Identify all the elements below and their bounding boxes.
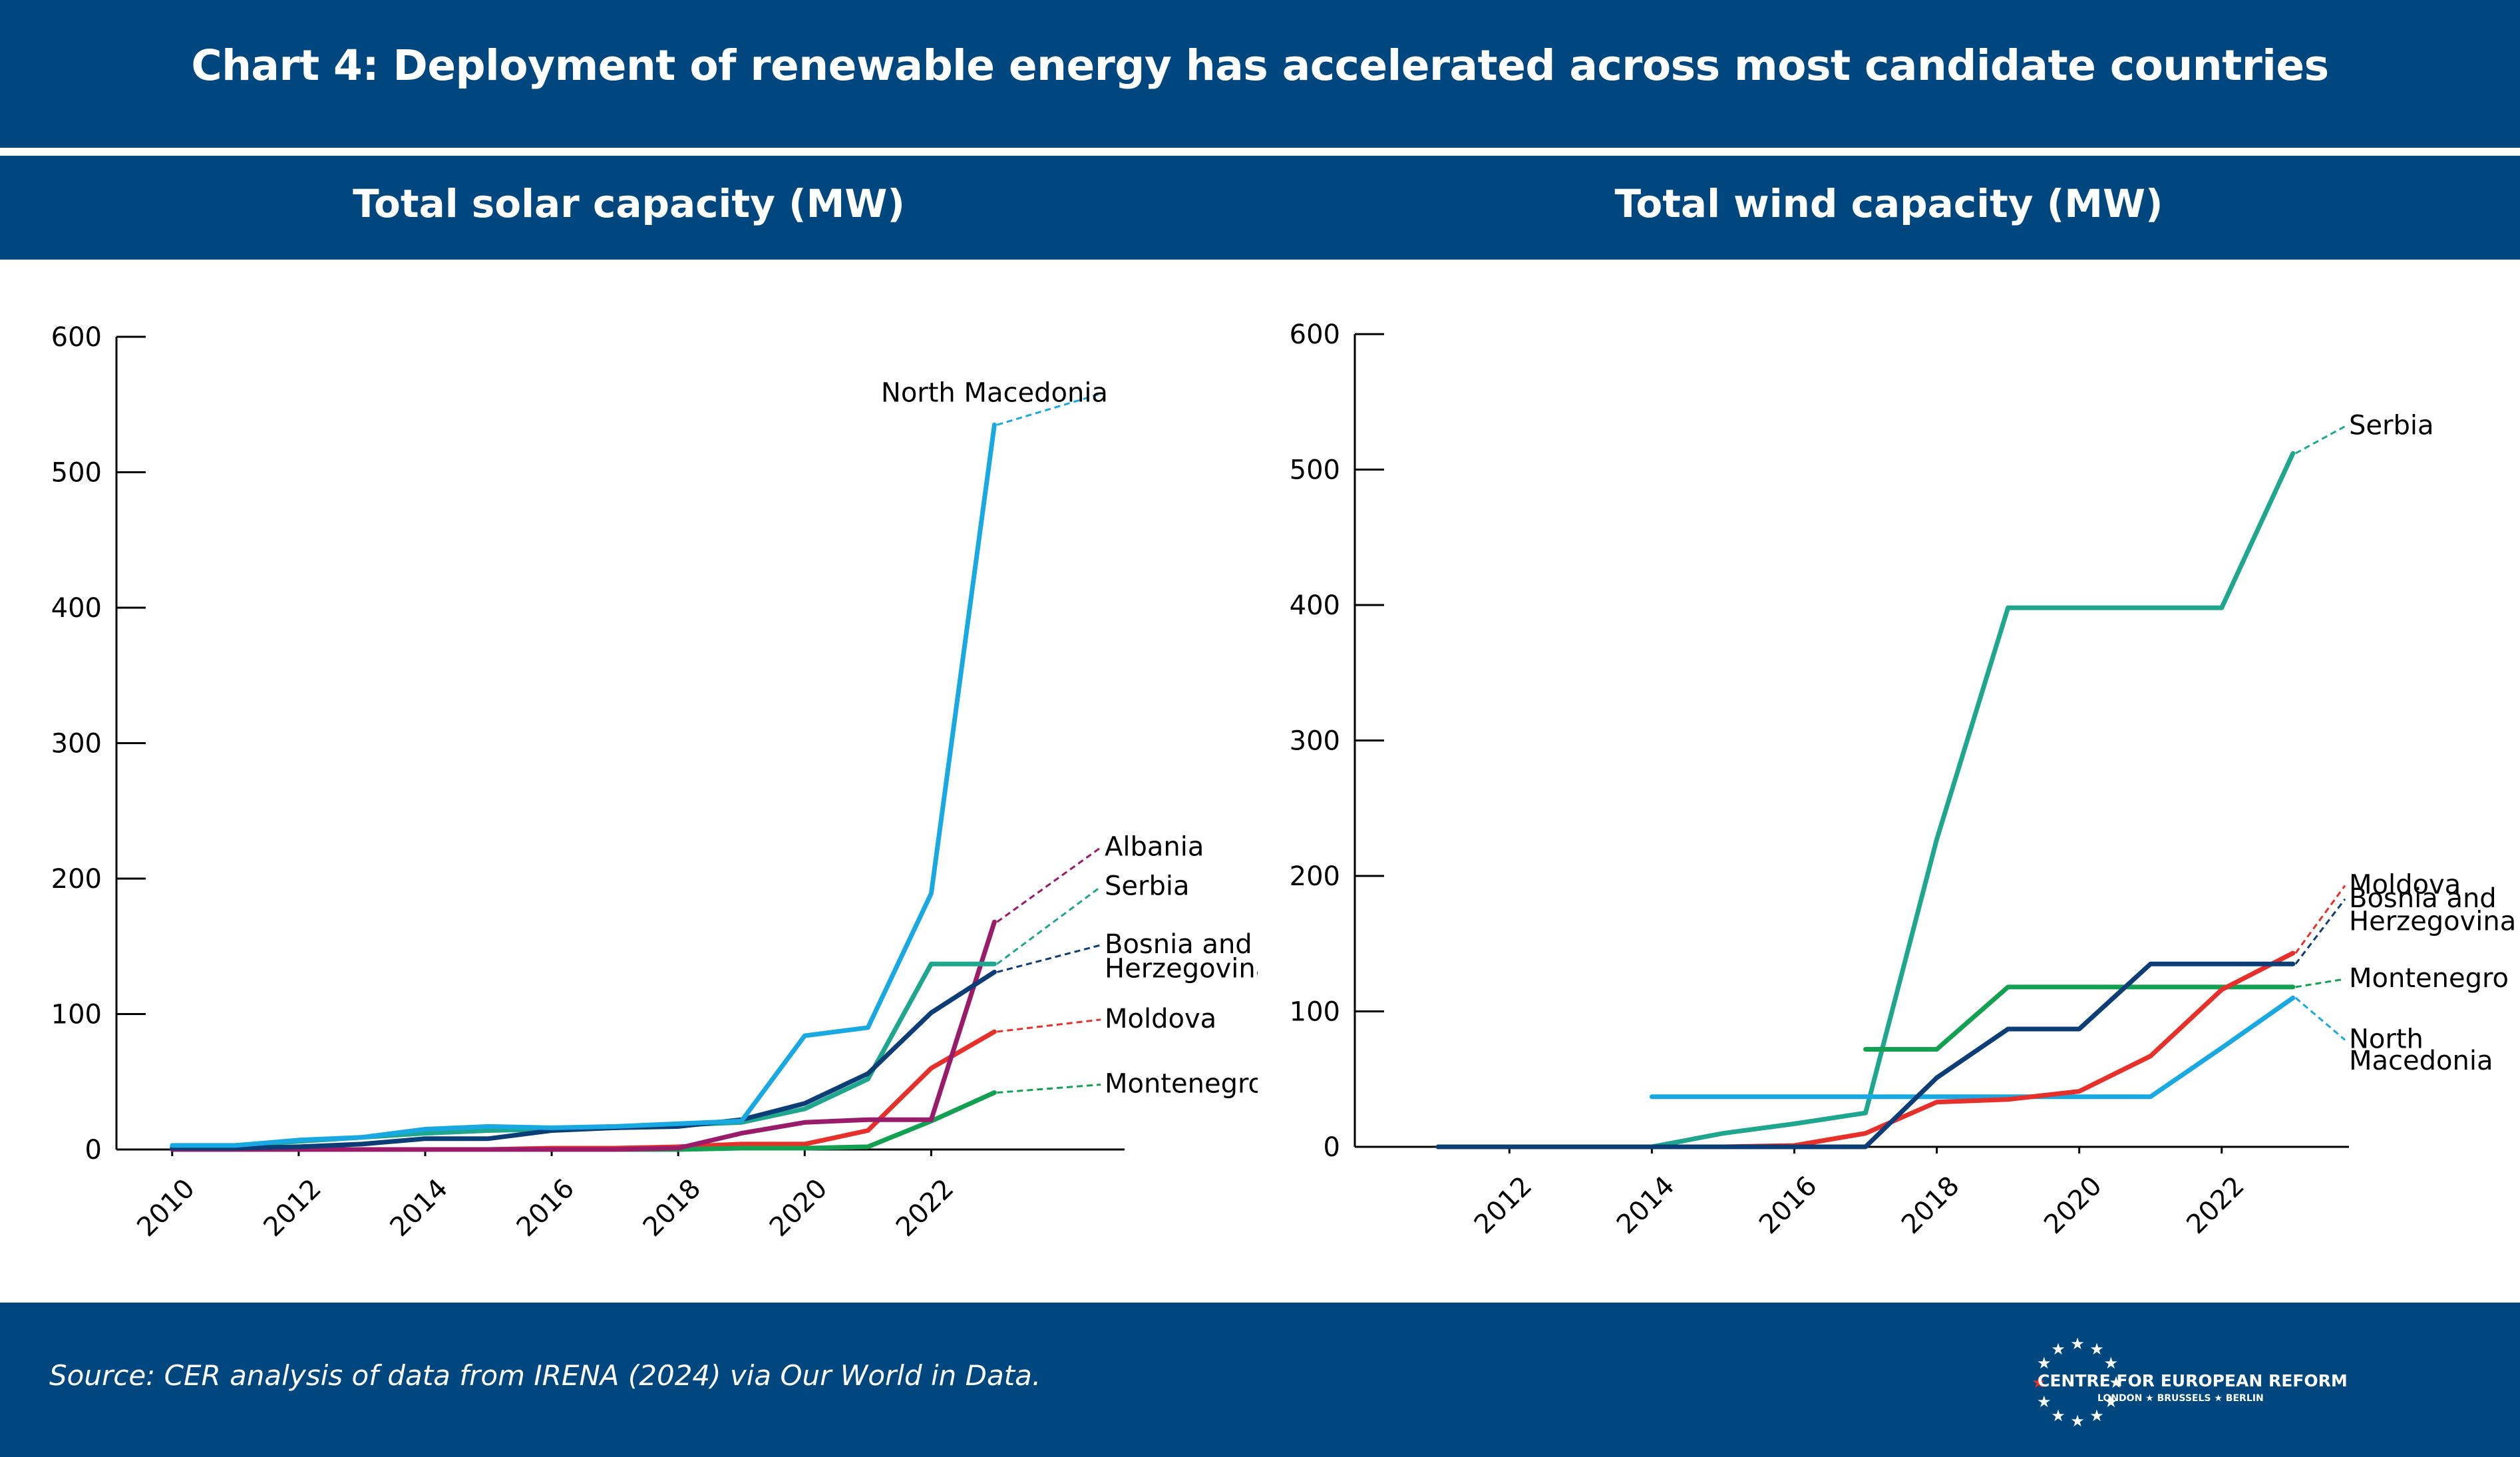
solar-leader-north-macedonia xyxy=(996,393,1101,426)
solar-label-albania: Albania xyxy=(1105,831,1204,862)
wind-y-tick-label: 0 xyxy=(1324,1132,1340,1163)
wind-label-montenegro: Montenegro xyxy=(2349,963,2509,994)
solar-x-tick-label: 2014 xyxy=(385,1173,454,1243)
wind-y-tick-label: 500 xyxy=(1290,455,1340,486)
solar-label-montenegro: Montenegro xyxy=(1105,1069,1258,1100)
solar-x-tick-label: 2020 xyxy=(764,1173,834,1243)
wind-label-north-macedonia: Macedonia xyxy=(2349,1046,2493,1076)
title-band: Chart 4: Deployment of renewable energy … xyxy=(0,0,2520,148)
solar-leader-moldova xyxy=(997,1018,1101,1033)
solar-chart: 0 100 200 300 400 500 600 2010 2012 2014 2016 2018 2… xyxy=(51,322,1258,1243)
solar-series-north-macedonia xyxy=(170,422,997,1148)
wind-series-montenegro xyxy=(1863,984,2296,1052)
cer-logo: ★ ★ ★ ★ ★ ★ ★ ★ ★ ★ ★ ★ CENTRE FOR EUROPEAN REFORM … xyxy=(2023,1329,2369,1436)
logo-star: ★ xyxy=(2032,1373,2046,1392)
wind-x-tick-label: 2022 xyxy=(2181,1171,2250,1241)
logo-star: ★ xyxy=(2109,1373,2123,1392)
solar-label-serbia: Serbia xyxy=(1105,871,1189,901)
solar-leader-albania xyxy=(996,847,1101,923)
logo-star: ★ xyxy=(2070,1335,2085,1353)
solar-x-tick-label: 2022 xyxy=(890,1173,960,1243)
wind-label-north-macedonia: North xyxy=(2349,1024,2424,1054)
solar-y-tick-label: 300 xyxy=(51,729,102,759)
wind-y-tick-label: 300 xyxy=(1290,726,1340,757)
wind-chart-title: Total wind capacity (MW) xyxy=(1614,181,2163,226)
wind-leader-bosnia-and-herzegovina xyxy=(2294,898,2346,965)
logo-star: ★ xyxy=(2103,1354,2118,1372)
logo-star: ★ xyxy=(2037,1392,2052,1411)
solar-label-north-macedonia: North Macedonia xyxy=(881,378,1108,409)
solar-y-tick-label: 0 xyxy=(85,1135,102,1165)
logo-star: ★ xyxy=(2089,1406,2104,1425)
solar-chart-title: Total solar capacity (MW) xyxy=(353,181,905,226)
logo-star: ★ xyxy=(2103,1392,2118,1411)
wind-y-tick-label: 600 xyxy=(1290,319,1340,350)
solar-x-tick-label: 2010 xyxy=(131,1173,201,1243)
solar-y-tick-label: 200 xyxy=(51,864,102,895)
footer-band: Source: CER analysis of data from IRENA … xyxy=(0,1303,2520,1457)
logo-star: ★ xyxy=(2051,1406,2066,1425)
logo-star: ★ xyxy=(2051,1340,2066,1358)
wind-y-tick-label: 100 xyxy=(1290,997,1340,1028)
logo-cities: LONDON ★ BRUSSELS ★ BERLIN xyxy=(2097,1393,2264,1404)
solar-label-bosnia-and-herzegovina: Bosnia and xyxy=(1105,929,1252,960)
wind-y-tick-label: 400 xyxy=(1290,590,1340,621)
logo-name: CENTRE FOR EUROPEAN REFORM xyxy=(2038,1371,2348,1390)
source-note: Source: CER analysis of data from IRENA … xyxy=(49,1359,1041,1392)
solar-series-albania xyxy=(170,919,997,1152)
solar-x-tick-label: 2018 xyxy=(637,1173,707,1243)
wind-x-tick-label: 2020 xyxy=(2038,1171,2108,1241)
logo-star: ★ xyxy=(2089,1340,2104,1358)
wind-chart: 0 100 200 300 400 500 600 2012 2014 2016 2018 2020 2… xyxy=(1290,319,2517,1241)
wind-x-tick-label: 2018 xyxy=(1896,1171,1966,1241)
wind-leader-montenegro xyxy=(2295,978,2346,988)
wind-x-tick-label: 2014 xyxy=(1611,1171,1681,1241)
solar-y-tick-label: 500 xyxy=(51,458,102,489)
solar-leader-serbia xyxy=(996,886,1101,965)
wind-leader-moldova xyxy=(2294,885,2346,954)
wind-series-bosnia-and-herzegovina xyxy=(1435,961,2296,1149)
page-title: Chart 4: Deployment of renewable energy … xyxy=(191,41,2329,90)
solar-series-moldova xyxy=(170,1029,997,1152)
solar-label-bosnia-and-herzegovina: Herzegovina xyxy=(1105,954,1258,984)
solar-y-tick-label: 100 xyxy=(51,1000,102,1030)
solar-label-moldova: Moldova xyxy=(1105,1004,1216,1034)
wind-leader-north-macedonia xyxy=(2294,997,2346,1041)
logo-star: ★ xyxy=(2070,1412,2085,1430)
solar-y-tick-label: 600 xyxy=(51,322,102,353)
wind-x-tick-label: 2012 xyxy=(1469,1171,1538,1241)
wind-label-moldova: Moldova xyxy=(2349,869,2461,900)
wind-x-tick-label: 2016 xyxy=(1753,1171,1823,1241)
eu-stars-icon: ★ ★★★★★★★★★★★ xyxy=(2032,1335,2123,1430)
subtitle-band: Total solar capacity (MW) Total wind cap… xyxy=(0,156,2520,260)
wind-label-serbia: Serbia xyxy=(2349,411,2433,441)
wind-label-bosnia-and-herzegovina: Bosnia and xyxy=(2349,883,2497,914)
wind-label-bosnia-and-herzegovina: Herzegovina xyxy=(2349,906,2516,937)
solar-y-tick-label: 400 xyxy=(51,593,102,624)
wind-series-north-macedonia xyxy=(1649,995,2296,1100)
logo-star: ★ xyxy=(2037,1354,2052,1372)
solar-leader-montenegro xyxy=(997,1084,1101,1094)
wind-y-tick-label: 200 xyxy=(1290,861,1340,892)
solar-leader-bosnia-and-herzegovina xyxy=(997,944,1101,973)
solar-x-tick-label: 2016 xyxy=(511,1173,581,1243)
wind-leader-serbia xyxy=(2295,425,2346,455)
solar-x-tick-label: 2012 xyxy=(258,1173,327,1243)
